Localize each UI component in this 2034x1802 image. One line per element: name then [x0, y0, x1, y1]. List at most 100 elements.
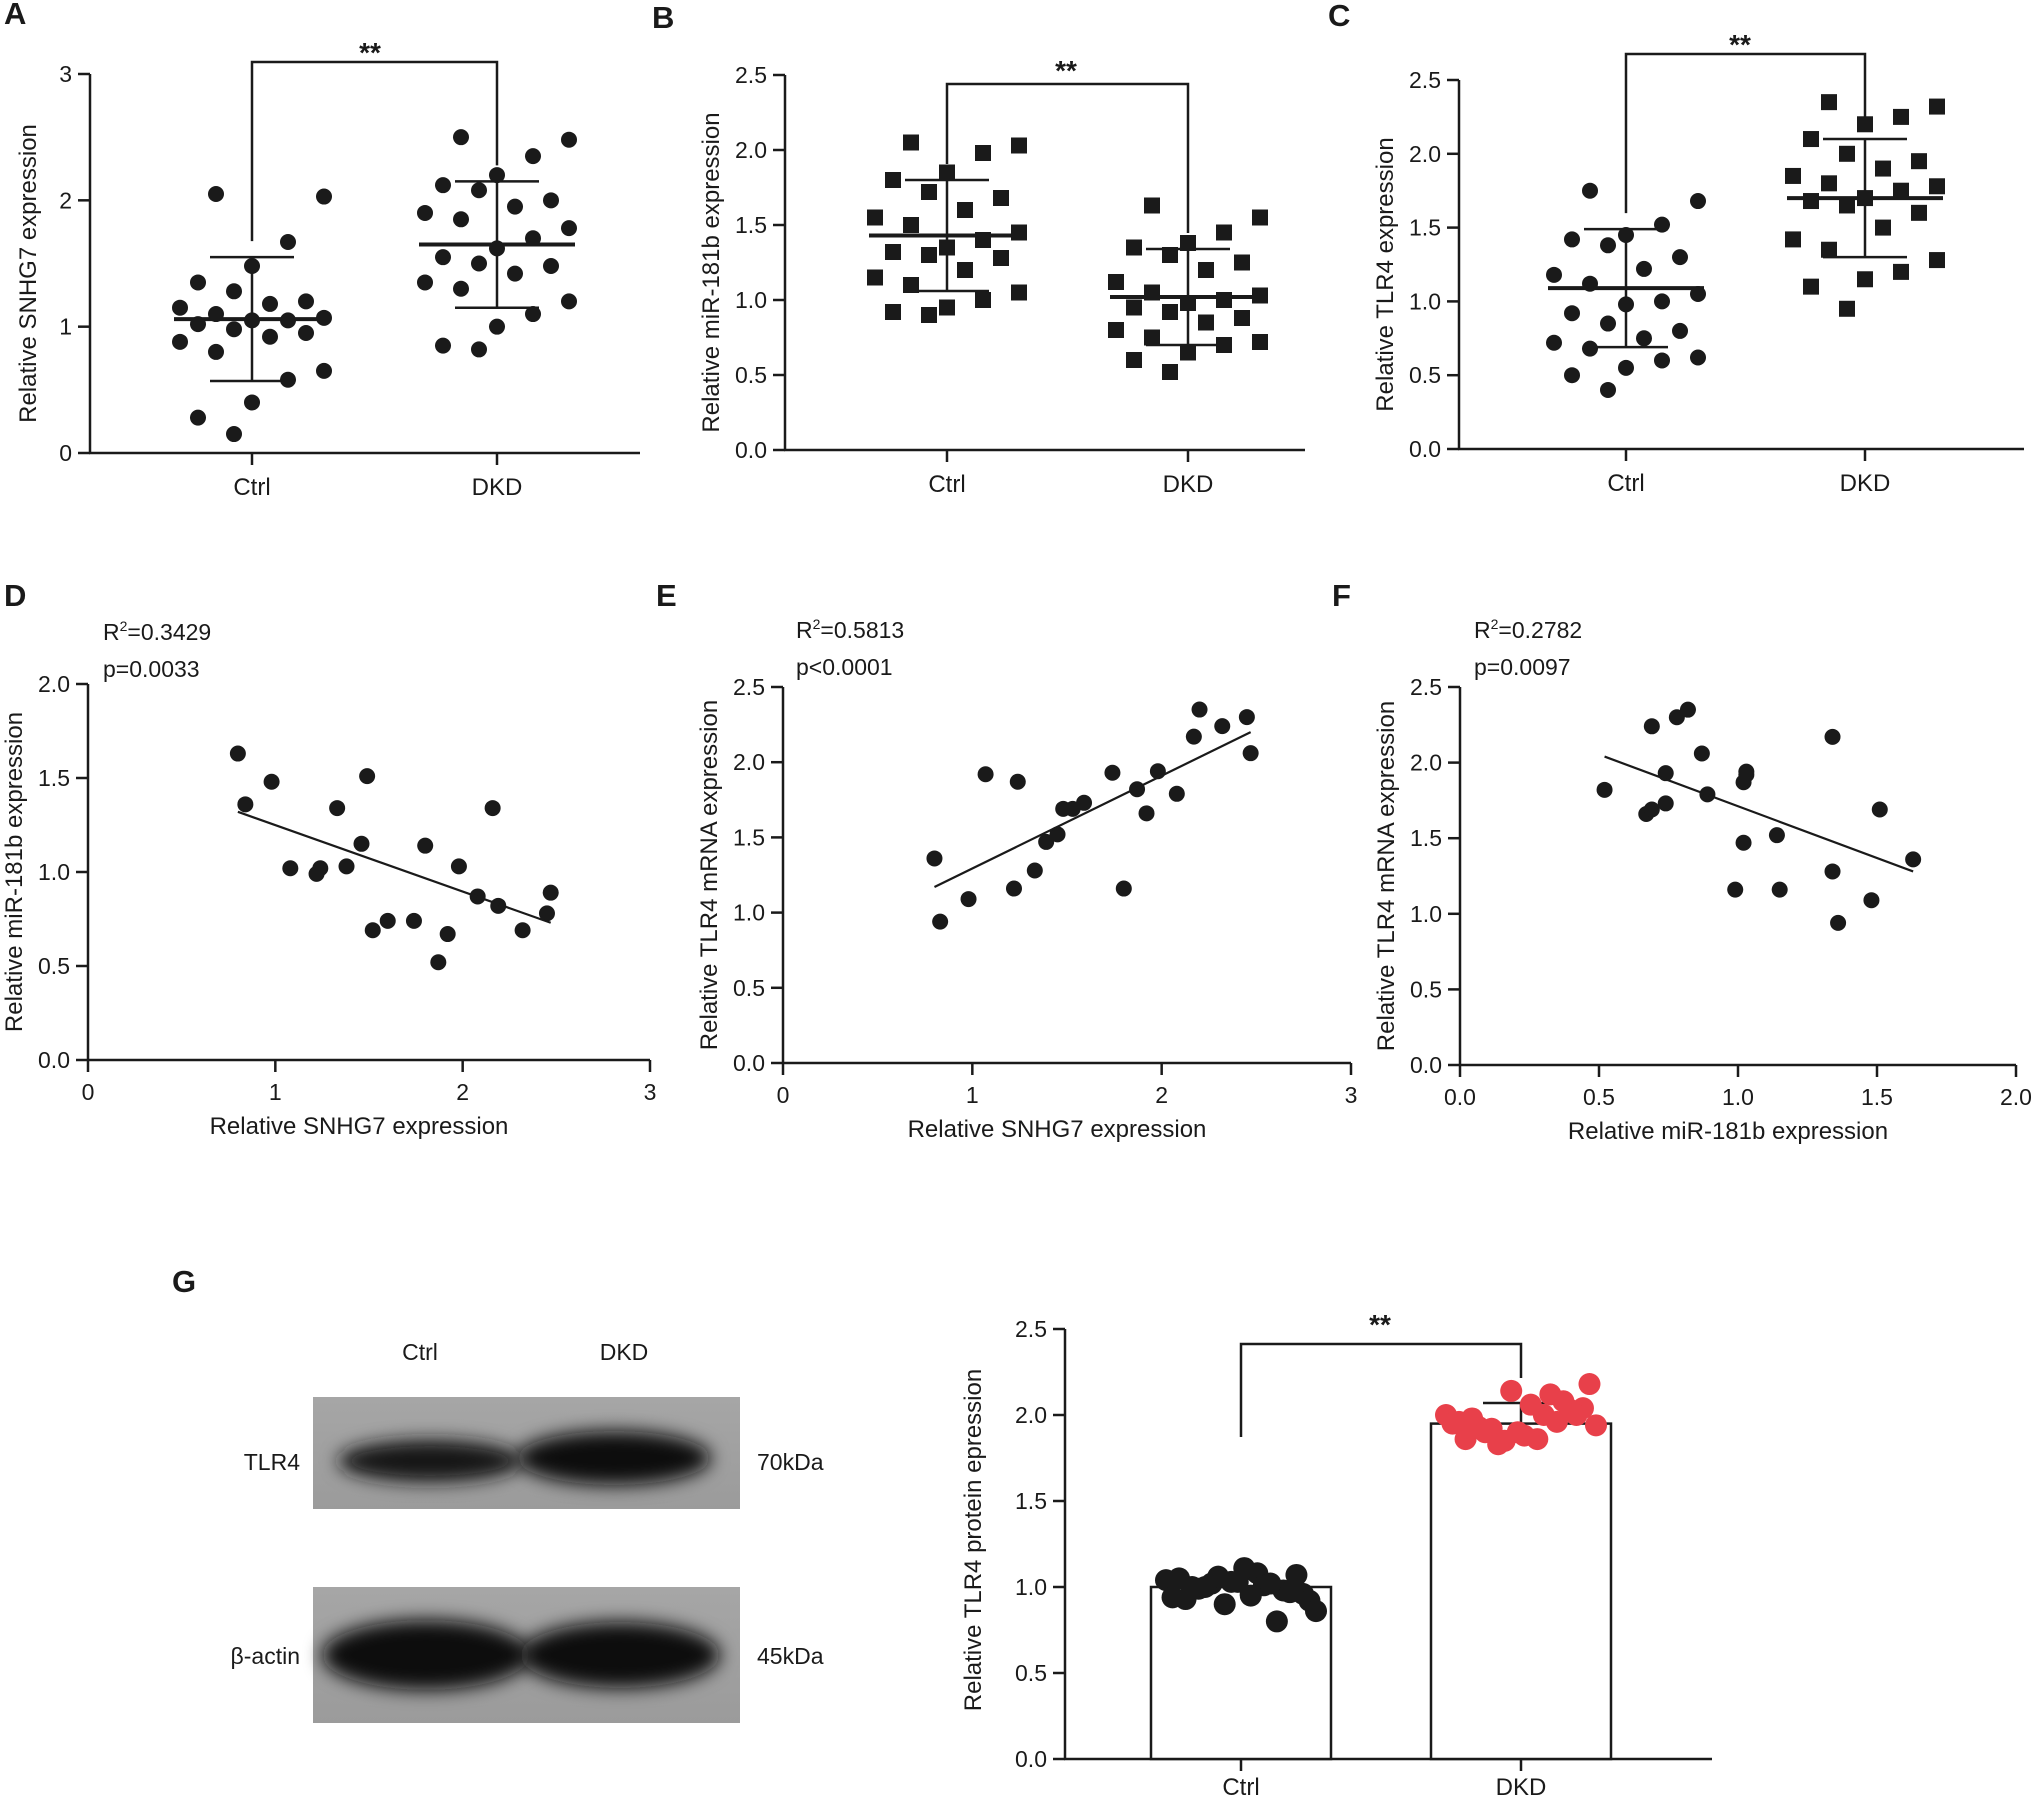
- x-tick-label-E: 2: [1155, 1082, 1168, 1108]
- data-point-C-ctrl: [1600, 381, 1616, 398]
- data-point-A-dkd: [489, 318, 505, 335]
- data-point-A-dkd: [453, 280, 469, 297]
- data-point-G-dkd: [1500, 1379, 1523, 1402]
- data-point-B-ctrl: [903, 277, 919, 293]
- data-point-D: [353, 835, 370, 852]
- data-point-G-ctrl: [1239, 1584, 1262, 1607]
- data-point-C-dkd: [1929, 178, 1945, 195]
- y-tick-label-G: 1.5: [1015, 1488, 1047, 1514]
- data-point-A-dkd: [525, 230, 541, 247]
- y-tick-label-F: 1.0: [1410, 901, 1442, 927]
- y-tick-label-F: 0.5: [1410, 976, 1442, 1002]
- data-point-A-ctrl: [298, 293, 314, 310]
- stats-f: R2=0.2782 p=0.0097: [1474, 616, 1582, 680]
- data-point-B-dkd: [1144, 197, 1160, 214]
- y-axis-title-B: Relative miR-181b expression: [698, 112, 725, 432]
- data-point-D: [312, 860, 329, 877]
- y-tick-label-B: 1.5: [735, 212, 767, 238]
- data-point-D: [379, 912, 396, 929]
- data-point-D: [405, 912, 422, 929]
- y-axis-title-C: Relative TLR4 expression: [1372, 137, 1399, 411]
- data-point-E: [1038, 833, 1055, 850]
- data-point-D: [229, 745, 246, 762]
- y-tick-label-E: 1.5: [733, 824, 765, 850]
- x-tick-label-E: 3: [1345, 1082, 1358, 1108]
- data-point-G-dkd: [1454, 1428, 1477, 1451]
- data-point-A-dkd: [489, 167, 505, 184]
- data-point-E: [1191, 701, 1208, 718]
- x-category-label-A-dkd: DKD: [472, 474, 523, 501]
- y-tick-label-G: 1.0: [1015, 1574, 1047, 1600]
- r2-value-d: =0.3429: [127, 619, 211, 645]
- panel-letter-a: A: [4, 0, 26, 31]
- data-point-B-ctrl: [903, 134, 919, 151]
- data-point-B-dkd: [1144, 329, 1160, 346]
- data-point-C-dkd: [1857, 271, 1873, 288]
- significance-bracket-G: [1239, 1342, 1523, 1437]
- data-point-F: [1768, 827, 1785, 844]
- data-point-B-ctrl: [975, 292, 991, 308]
- chart-B: 0.0 0.5 1.0 1.5 2.0 2.5 Relative miR-181b expr…: [698, 62, 1305, 498]
- data-point-F: [1643, 718, 1660, 735]
- chart-C: 0.0 0.5 1.0 1.5 2.0 2.5 Relative TLR4 expressi…: [1372, 52, 2024, 497]
- x-tick-label-D: 0: [82, 1079, 95, 1105]
- significance-g: **: [1369, 1309, 1391, 1340]
- y-tick-label-E: 1.0: [733, 900, 765, 926]
- data-point-B-dkd: [1162, 364, 1178, 380]
- data-point-C-dkd: [1893, 263, 1909, 280]
- y-axis-title-A: Relative SNHG7 expression: [15, 124, 42, 423]
- data-point-B-ctrl: [921, 307, 937, 323]
- y-tick-label-C: 1.5: [1409, 215, 1441, 241]
- data-point-B-ctrl: [957, 262, 973, 278]
- western-blot: Ctrl DKD TLR4 β-actin 70kDa 45kDa: [231, 1339, 824, 1723]
- data-point-C-dkd: [1785, 231, 1801, 248]
- data-point-C-dkd: [1839, 197, 1855, 214]
- data-point-G-dkd: [1474, 1421, 1497, 1444]
- data-point-C-dkd: [1839, 300, 1855, 317]
- x-category-label-C-ctrl: Ctrl: [1607, 470, 1644, 497]
- data-point-D: [329, 800, 346, 817]
- data-point-A-dkd: [543, 258, 559, 275]
- y-tick-label-G: 2.5: [1015, 1316, 1047, 1342]
- r2-prefix-d: R: [103, 619, 120, 645]
- data-point-D: [430, 954, 447, 971]
- x-category-label-B-ctrl: Ctrl: [928, 471, 965, 498]
- data-point-B-ctrl: [885, 244, 901, 260]
- data-point-B-ctrl: [975, 145, 991, 161]
- regression-line-F: [1604, 755, 1914, 873]
- data-point-C-ctrl: [1690, 349, 1706, 366]
- data-point-A-dkd: [525, 306, 541, 323]
- data-point-D: [542, 884, 559, 901]
- y-tick-label-G: 2.0: [1015, 1402, 1047, 1428]
- data-point-C-ctrl: [1636, 330, 1652, 347]
- data-point-B-dkd: [1216, 292, 1232, 308]
- data-point-A-ctrl: [172, 333, 188, 350]
- data-point-C-ctrl: [1564, 231, 1580, 248]
- y-tick-label-A: 3: [59, 61, 72, 87]
- data-point-B-dkd: [1126, 299, 1142, 316]
- data-point-G-ctrl: [1233, 1557, 1256, 1580]
- data-point-C-ctrl: [1546, 266, 1562, 283]
- data-point-C-ctrl: [1672, 322, 1688, 339]
- data-point-B-dkd: [1216, 224, 1232, 241]
- x-category-label-C-dkd: DKD: [1840, 470, 1891, 497]
- y-axis-title-F: Relative TLR4 mRNA expression: [1373, 701, 1400, 1051]
- svg-text:R2=0.5813: R2=0.5813: [796, 616, 904, 643]
- data-point-A-dkd: [471, 182, 487, 199]
- data-point-G-dkd: [1448, 1410, 1471, 1433]
- data-point-G-ctrl: [1278, 1581, 1301, 1604]
- chart-E: 0.0 0.5 1.0 1.5 2.0 2.5 0 1 2 3 Relative SNHG7 exp…: [696, 674, 1357, 1143]
- y-tick-label-F: 2.5: [1410, 674, 1442, 700]
- data-point-A-ctrl: [208, 343, 224, 360]
- blot-lane-dkd: DKD: [600, 1339, 649, 1365]
- data-point-E: [960, 891, 977, 908]
- data-point-F: [1771, 881, 1788, 898]
- data-point-D: [338, 858, 355, 875]
- data-point-A-dkd: [435, 337, 451, 354]
- data-point-D: [538, 905, 555, 922]
- panel-letter-f: F: [1332, 578, 1351, 613]
- y-axis-title-D: Relative miR-181b expression: [1, 712, 28, 1032]
- data-point-F: [1643, 801, 1660, 818]
- y-tick-label-B: 2.0: [735, 137, 767, 163]
- panel-letter-g: G: [172, 1264, 196, 1299]
